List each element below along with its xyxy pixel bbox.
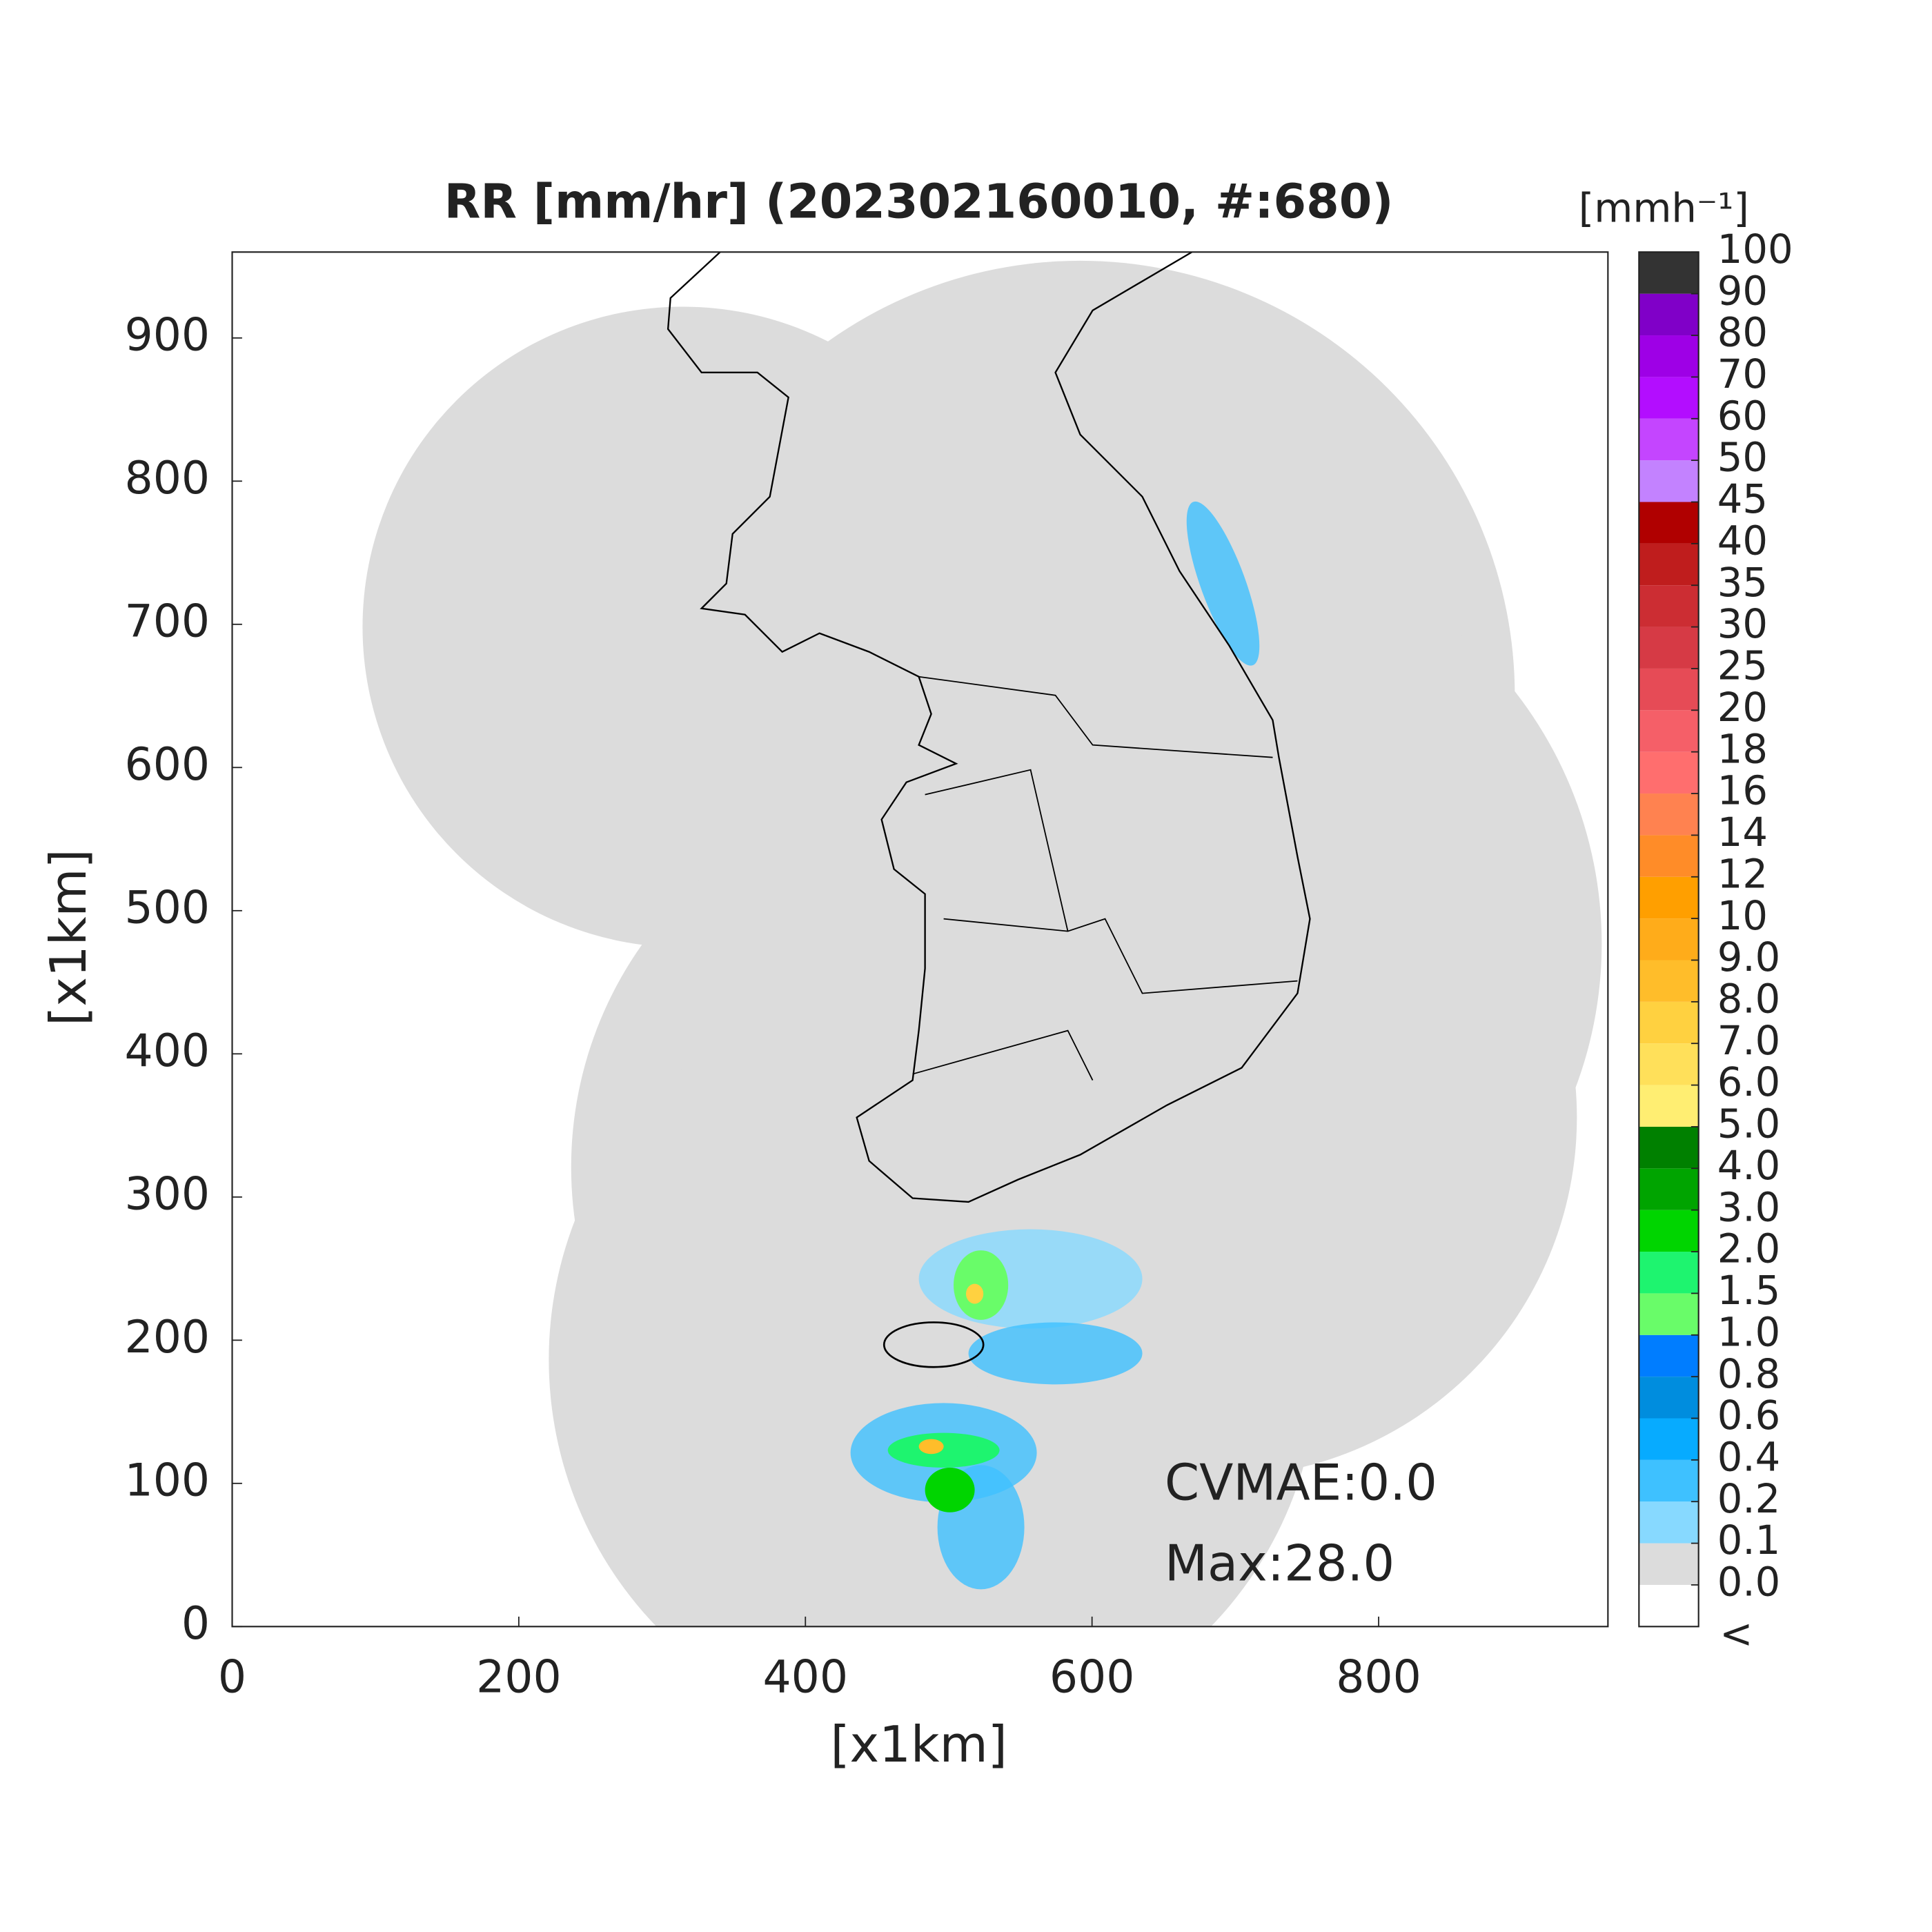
y-tick-label: 500 bbox=[124, 882, 210, 934]
y-tick-label: 600 bbox=[124, 739, 210, 791]
colorbar-tick-label: 8.0 bbox=[1717, 976, 1781, 1022]
coastline bbox=[667, 252, 1311, 1203]
colorbar-segment bbox=[1639, 918, 1699, 960]
colorbar-segment bbox=[1639, 627, 1699, 669]
colorbar-segment bbox=[1639, 418, 1699, 461]
colorbar-segment bbox=[1639, 668, 1699, 711]
plot-frame bbox=[231, 251, 1609, 1628]
colorbar-segment bbox=[1639, 960, 1699, 1002]
colorbar-tick-label: 4.0 bbox=[1717, 1143, 1781, 1189]
colorbar-tick-label: 80 bbox=[1717, 310, 1768, 356]
colorbar-tick-label: 1.5 bbox=[1717, 1268, 1781, 1314]
x-axis-label: [x1km] bbox=[830, 1715, 1007, 1773]
colorbar-segment bbox=[1639, 793, 1699, 836]
jeju-island bbox=[883, 1321, 985, 1368]
radar-coverage bbox=[362, 260, 1602, 1627]
colorbar-tick-label: 7.0 bbox=[1717, 1018, 1781, 1064]
colorbar-segment bbox=[1639, 1252, 1699, 1294]
colorbar-segment bbox=[1639, 710, 1699, 752]
colorbar-segment bbox=[1639, 1418, 1699, 1460]
colorbar-unit: [mmh⁻¹] bbox=[1579, 186, 1749, 232]
colorbar-tick-label: 35 bbox=[1717, 560, 1768, 606]
y-tick-label: 200 bbox=[124, 1312, 210, 1363]
colorbar-segment bbox=[1639, 1543, 1699, 1585]
colorbar-tick-label: 40 bbox=[1717, 518, 1768, 564]
colorbar-segment bbox=[1639, 502, 1699, 544]
province-borders bbox=[912, 676, 1298, 1081]
y-tick-label: 300 bbox=[124, 1168, 210, 1220]
precipitation bbox=[850, 501, 1260, 1590]
y-tick-label: 800 bbox=[124, 453, 210, 504]
colorbar-segment bbox=[1639, 1043, 1699, 1085]
annotation: Max:28.0 bbox=[1165, 1534, 1394, 1592]
colorbar-tick-label: 6.0 bbox=[1717, 1059, 1781, 1105]
y-tick-label: 0 bbox=[181, 1598, 210, 1650]
colorbar-below-label: < bbox=[1719, 1610, 1753, 1657]
y-tick-label: 100 bbox=[124, 1455, 210, 1506]
colorbar-tick-label: 0.4 bbox=[1717, 1434, 1781, 1480]
colorbar-tick-label: 0.6 bbox=[1717, 1392, 1781, 1439]
colorbar-tick-label: 16 bbox=[1717, 768, 1768, 814]
y-tick-label: 900 bbox=[124, 309, 210, 361]
colorbar-segment bbox=[1639, 876, 1699, 919]
x-tick-label: 400 bbox=[762, 1651, 848, 1703]
colorbar-segment bbox=[1639, 543, 1699, 586]
colorbar-segment bbox=[1639, 835, 1699, 877]
colorbar-segment bbox=[1639, 1210, 1699, 1252]
colorbar-tick-label: 0.0 bbox=[1717, 1559, 1781, 1606]
colorbar-tick-label: 90 bbox=[1717, 268, 1768, 314]
colorbar-tick-label: 70 bbox=[1717, 351, 1768, 397]
colorbar-segment bbox=[1639, 335, 1699, 377]
colorbar-segment bbox=[1639, 1085, 1699, 1127]
colorbar-tick-label: 3.0 bbox=[1717, 1184, 1781, 1230]
colorbar-segment bbox=[1639, 1334, 1699, 1377]
colorbar-tick-label: 18 bbox=[1717, 726, 1768, 772]
y-tick-label: 400 bbox=[124, 1025, 210, 1077]
colorbar-segment bbox=[1639, 377, 1699, 419]
colorbar-tick-label: 12 bbox=[1717, 851, 1768, 897]
x-tick-label: 800 bbox=[1336, 1651, 1421, 1703]
colorbar-segment bbox=[1639, 1459, 1699, 1502]
colorbar-tick-label: 14 bbox=[1717, 809, 1768, 856]
colorbar-segment bbox=[1639, 1584, 1699, 1627]
colorbar-segment bbox=[1639, 1293, 1699, 1335]
colorbar-tick-label: 5.0 bbox=[1717, 1101, 1781, 1147]
colorbar-segment bbox=[1639, 1126, 1699, 1169]
colorbar-segment bbox=[1639, 585, 1699, 627]
colorbar-tick-label: 9.0 bbox=[1717, 934, 1781, 980]
annotation: CVMAE:0.0 bbox=[1165, 1454, 1437, 1512]
colorbar-segment bbox=[1639, 460, 1699, 502]
chart-title: RR [mm/hr] (202302160010, #:680) bbox=[444, 175, 1394, 229]
colorbar-tick-label: 0.1 bbox=[1717, 1517, 1781, 1564]
colorbar-segment bbox=[1639, 1168, 1699, 1210]
colorbar-segment bbox=[1639, 751, 1699, 794]
colorbar-segment bbox=[1639, 1377, 1699, 1419]
colorbar-segment bbox=[1639, 1001, 1699, 1044]
colorbar-tick-label: 1.0 bbox=[1717, 1309, 1781, 1355]
colorbar-tick-label: 50 bbox=[1717, 435, 1768, 481]
map-layer bbox=[362, 252, 1602, 1627]
colorbar-tick-label: 60 bbox=[1717, 393, 1768, 439]
y-tick-label: 700 bbox=[124, 595, 210, 647]
x-tick-label: 600 bbox=[1049, 1651, 1135, 1703]
colorbar-tick-label: 100 bbox=[1717, 226, 1793, 273]
colorbar-tick-label: 0.2 bbox=[1717, 1476, 1781, 1522]
colorbar-tick-label: 25 bbox=[1717, 643, 1768, 689]
colorbar-tick-label: 20 bbox=[1717, 684, 1768, 731]
colorbar-segment bbox=[1639, 1501, 1699, 1544]
colorbar-frame bbox=[1638, 251, 1699, 1628]
colorbar-tick-label: 2.0 bbox=[1717, 1226, 1781, 1272]
colorbar-tick-label: 30 bbox=[1717, 601, 1768, 647]
colorbar-tick-label: 10 bbox=[1717, 893, 1768, 939]
y-axis-label: [x1km] bbox=[39, 849, 97, 1025]
x-tick-label: 200 bbox=[476, 1651, 562, 1703]
colorbar-segment bbox=[1639, 252, 1699, 294]
colorbar-segment bbox=[1639, 293, 1699, 336]
colorbar-tick-label: 45 bbox=[1717, 476, 1768, 522]
colorbar-tick-label: 0.8 bbox=[1717, 1351, 1781, 1397]
x-tick-label: 0 bbox=[218, 1651, 246, 1703]
